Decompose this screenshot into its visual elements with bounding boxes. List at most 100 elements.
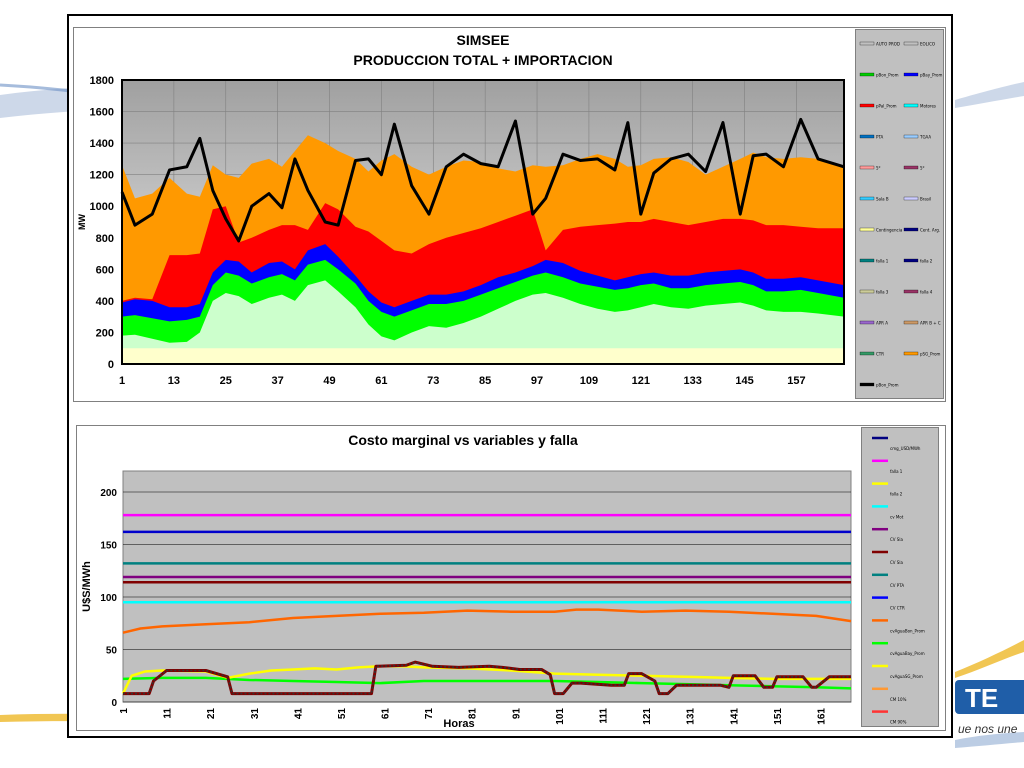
chart1-legend-swatch bbox=[903, 103, 919, 108]
chart1-legend-label: pSG_Prom bbox=[920, 352, 941, 357]
chart1-ytick-label: 400 bbox=[96, 296, 114, 308]
chart1-legend-label: falla 1 bbox=[876, 259, 889, 264]
chart1-legend-label: 5* bbox=[920, 166, 925, 171]
chart1-legend-swatch bbox=[859, 382, 875, 387]
chart2-ytick-label: 50 bbox=[106, 646, 118, 657]
chart1-legend-label: 5* bbox=[876, 166, 881, 171]
chart1-legend-label: Motores bbox=[920, 104, 936, 109]
chart2-xtick-label: 51 bbox=[337, 708, 348, 720]
chart1-legend-swatch bbox=[859, 41, 875, 46]
chart1-ytick-label: 800 bbox=[96, 233, 114, 245]
chart1-legend-label: falla 2 bbox=[920, 259, 933, 264]
chart2-xtick-label: 1 bbox=[119, 708, 130, 714]
chart2-ylabel: U$S/MWh bbox=[81, 561, 93, 612]
chart1-xtick-label: 85 bbox=[479, 375, 491, 387]
chart2-line-cmg-usd-mwh bbox=[123, 660, 851, 696]
chart1-legend-swatch bbox=[859, 196, 875, 201]
chart2-xtick-label: 131 bbox=[686, 708, 697, 725]
chart1-legend-label: Brasil bbox=[920, 197, 931, 202]
chart2-legend-label: CV Sla bbox=[890, 537, 903, 542]
chart1-legend-swatch bbox=[859, 320, 875, 325]
chart2-legend-label: cv Mot bbox=[890, 514, 904, 519]
chart1-legend-swatch bbox=[903, 134, 919, 139]
chart1-xtick-label: 61 bbox=[375, 375, 387, 387]
chart1-legend-label: EOLICO bbox=[920, 42, 935, 47]
chart2-xtick-label: 31 bbox=[250, 708, 261, 720]
chart1-legend-label: APR B + C bbox=[920, 321, 941, 326]
chart1-legend-swatch bbox=[859, 289, 875, 294]
chart1-legend-label: pBon_Prom bbox=[876, 73, 899, 78]
chart1-legend-label: TGAA bbox=[919, 135, 931, 140]
chart2-xtick-label: 101 bbox=[555, 708, 566, 725]
chart2-legend-label: cvAguaSG_Prom bbox=[890, 674, 923, 679]
chart1-legend-label: PTA bbox=[876, 135, 884, 140]
company-logo: TE bbox=[955, 680, 1024, 714]
chart1-legend-swatch bbox=[859, 134, 875, 139]
chart2-xtick-label: 161 bbox=[816, 708, 827, 725]
chart2-xtick-label: 81 bbox=[468, 708, 479, 720]
chart1-legend-label: pPal_Prom bbox=[876, 104, 897, 109]
production-chart: SIMSEE PRODUCCION TOTAL + IMPORTACION 1 13 2… bbox=[77, 32, 845, 387]
chart2-ytick-label: 200 bbox=[100, 488, 117, 499]
chart2-plot-area bbox=[122, 470, 852, 703]
chart1-ytick-label: 1200 bbox=[90, 170, 114, 182]
chart1-ytick-label: 0 bbox=[108, 359, 114, 371]
chart1-ytick-label: 1400 bbox=[90, 138, 114, 150]
chart1-legend-label: AUTO PROD bbox=[876, 42, 900, 47]
chart1-ytick-label: 200 bbox=[96, 327, 114, 339]
chart2-legend-label: CM 90% bbox=[890, 720, 907, 725]
chart2-ytick-label: 100 bbox=[100, 593, 117, 604]
chart2-ytick-label: 0 bbox=[111, 698, 117, 709]
chart1-legend-swatch bbox=[903, 227, 919, 232]
chart2-legend-label: cvAguaBay_Prom bbox=[890, 651, 925, 656]
chart1-legend-swatch bbox=[903, 165, 919, 170]
chart2-legend-label: cmg_USD/MWh bbox=[890, 446, 921, 451]
chart2-legend-label: CM 10% bbox=[890, 697, 907, 702]
chart1-xtick-label: 49 bbox=[323, 375, 335, 387]
chart1-ylabel: MW bbox=[77, 214, 87, 230]
chart1-xtick-label: 133 bbox=[684, 375, 702, 387]
chart1-legend-swatch bbox=[859, 103, 875, 108]
chart1-plot-border bbox=[121, 79, 845, 365]
chart2-line-cvaguabay-prom bbox=[122, 676, 852, 690]
chart1-xtick-label: 13 bbox=[168, 375, 180, 387]
chart2-xtick-label: 41 bbox=[293, 708, 304, 720]
chart2-xtick-label: 11 bbox=[163, 708, 174, 719]
chart1-xtick-label: 73 bbox=[427, 375, 439, 387]
chart1-legend-swatch bbox=[859, 258, 875, 263]
chart1-legend-swatch bbox=[903, 258, 919, 263]
chart1-legend-swatch bbox=[903, 320, 919, 325]
chart1-xtick-label: 157 bbox=[787, 375, 805, 387]
chart2-legend-label: CV CTR bbox=[890, 606, 905, 611]
chart2-xtick-label: 151 bbox=[773, 708, 784, 725]
chart1-ytick-label: 1800 bbox=[90, 75, 114, 87]
chart1-legend-label: falla 4 bbox=[920, 290, 933, 295]
chart1-legend-label: falla 3 bbox=[876, 290, 889, 295]
chart1-ytick-label: 600 bbox=[96, 264, 114, 276]
chart1-legend-label: CTR bbox=[876, 352, 884, 357]
chart2-xtick-label: 91 bbox=[511, 708, 522, 720]
chart2-legend-label: falla 1 bbox=[890, 469, 903, 474]
chart1-subtitle: PRODUCCION TOTAL + IMPORTACION bbox=[353, 52, 612, 68]
brand-tagline: ue nos une bbox=[958, 722, 1018, 736]
chart1-legend-swatch bbox=[859, 165, 875, 170]
chart2-xtick-label: 21 bbox=[206, 708, 217, 720]
chart1-legend-label: pBay_Prom bbox=[920, 73, 942, 78]
chart2-line-cvaguabon-prom bbox=[122, 608, 852, 634]
chart1-area-auto-prod bbox=[122, 348, 844, 364]
chart1-legend-swatch bbox=[859, 227, 875, 232]
chart1-xtick-label: 25 bbox=[220, 375, 232, 387]
chart1-legend-label: Sala B bbox=[876, 197, 889, 202]
chart2-legend-label: falla 2 bbox=[890, 492, 903, 497]
svg-text:TE: TE bbox=[965, 683, 998, 713]
chart1-legend-swatch bbox=[903, 289, 919, 294]
chart1-legend-label: Contingencia bbox=[876, 228, 903, 233]
chart2-legend-label: cvAguaBon_Prom bbox=[890, 628, 925, 633]
chart2-xtick-label: 111 bbox=[599, 708, 610, 724]
chart1-legend-label: pBon_Prom bbox=[876, 383, 899, 388]
chart1-title: SIMSEE bbox=[457, 32, 510, 48]
chart1-legend-swatch bbox=[859, 351, 875, 356]
chart1-xtick-label: 109 bbox=[580, 375, 598, 387]
chart1-xtick-label: 121 bbox=[632, 375, 650, 387]
chart2-xtick-label: 141 bbox=[729, 708, 740, 725]
